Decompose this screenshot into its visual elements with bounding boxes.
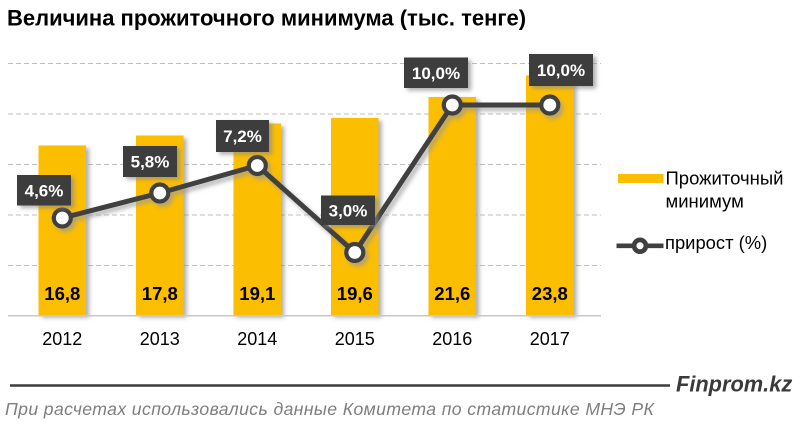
svg-text:21,6: 21,6 <box>434 283 470 304</box>
svg-text:19,6: 19,6 <box>337 283 373 304</box>
svg-text:10,0%: 10,0% <box>412 64 460 83</box>
svg-text:17,8: 17,8 <box>142 283 178 304</box>
svg-text:3,0%: 3,0% <box>329 201 368 220</box>
svg-text:При расчетах использовались да: При расчетах использовались данные Комит… <box>5 399 656 419</box>
svg-text:5,8%: 5,8% <box>131 153 170 172</box>
svg-text:2014: 2014 <box>237 329 277 349</box>
svg-text:2013: 2013 <box>140 329 180 349</box>
svg-text:7,2%: 7,2% <box>223 127 262 146</box>
svg-text:19,1: 19,1 <box>239 283 275 304</box>
svg-text:2016: 2016 <box>432 329 472 349</box>
svg-text:Прожиточный: Прожиточный <box>666 168 784 189</box>
svg-text:2017: 2017 <box>530 329 570 349</box>
svg-text:прирост (%): прирост (%) <box>665 232 767 253</box>
svg-text:23,8: 23,8 <box>532 283 568 304</box>
svg-text:2015: 2015 <box>335 329 375 349</box>
svg-text:Величина прожиточного минимума: Величина прожиточного минимума (тыс. тен… <box>7 6 526 31</box>
svg-text:2012: 2012 <box>42 329 82 349</box>
svg-text:4,6%: 4,6% <box>25 181 64 200</box>
svg-text:минимум: минимум <box>666 191 744 212</box>
svg-text:16,8: 16,8 <box>44 283 80 304</box>
svg-text:10,0%: 10,0% <box>537 61 585 80</box>
svg-text:Finprom.kz: Finprom.kz <box>676 372 792 397</box>
